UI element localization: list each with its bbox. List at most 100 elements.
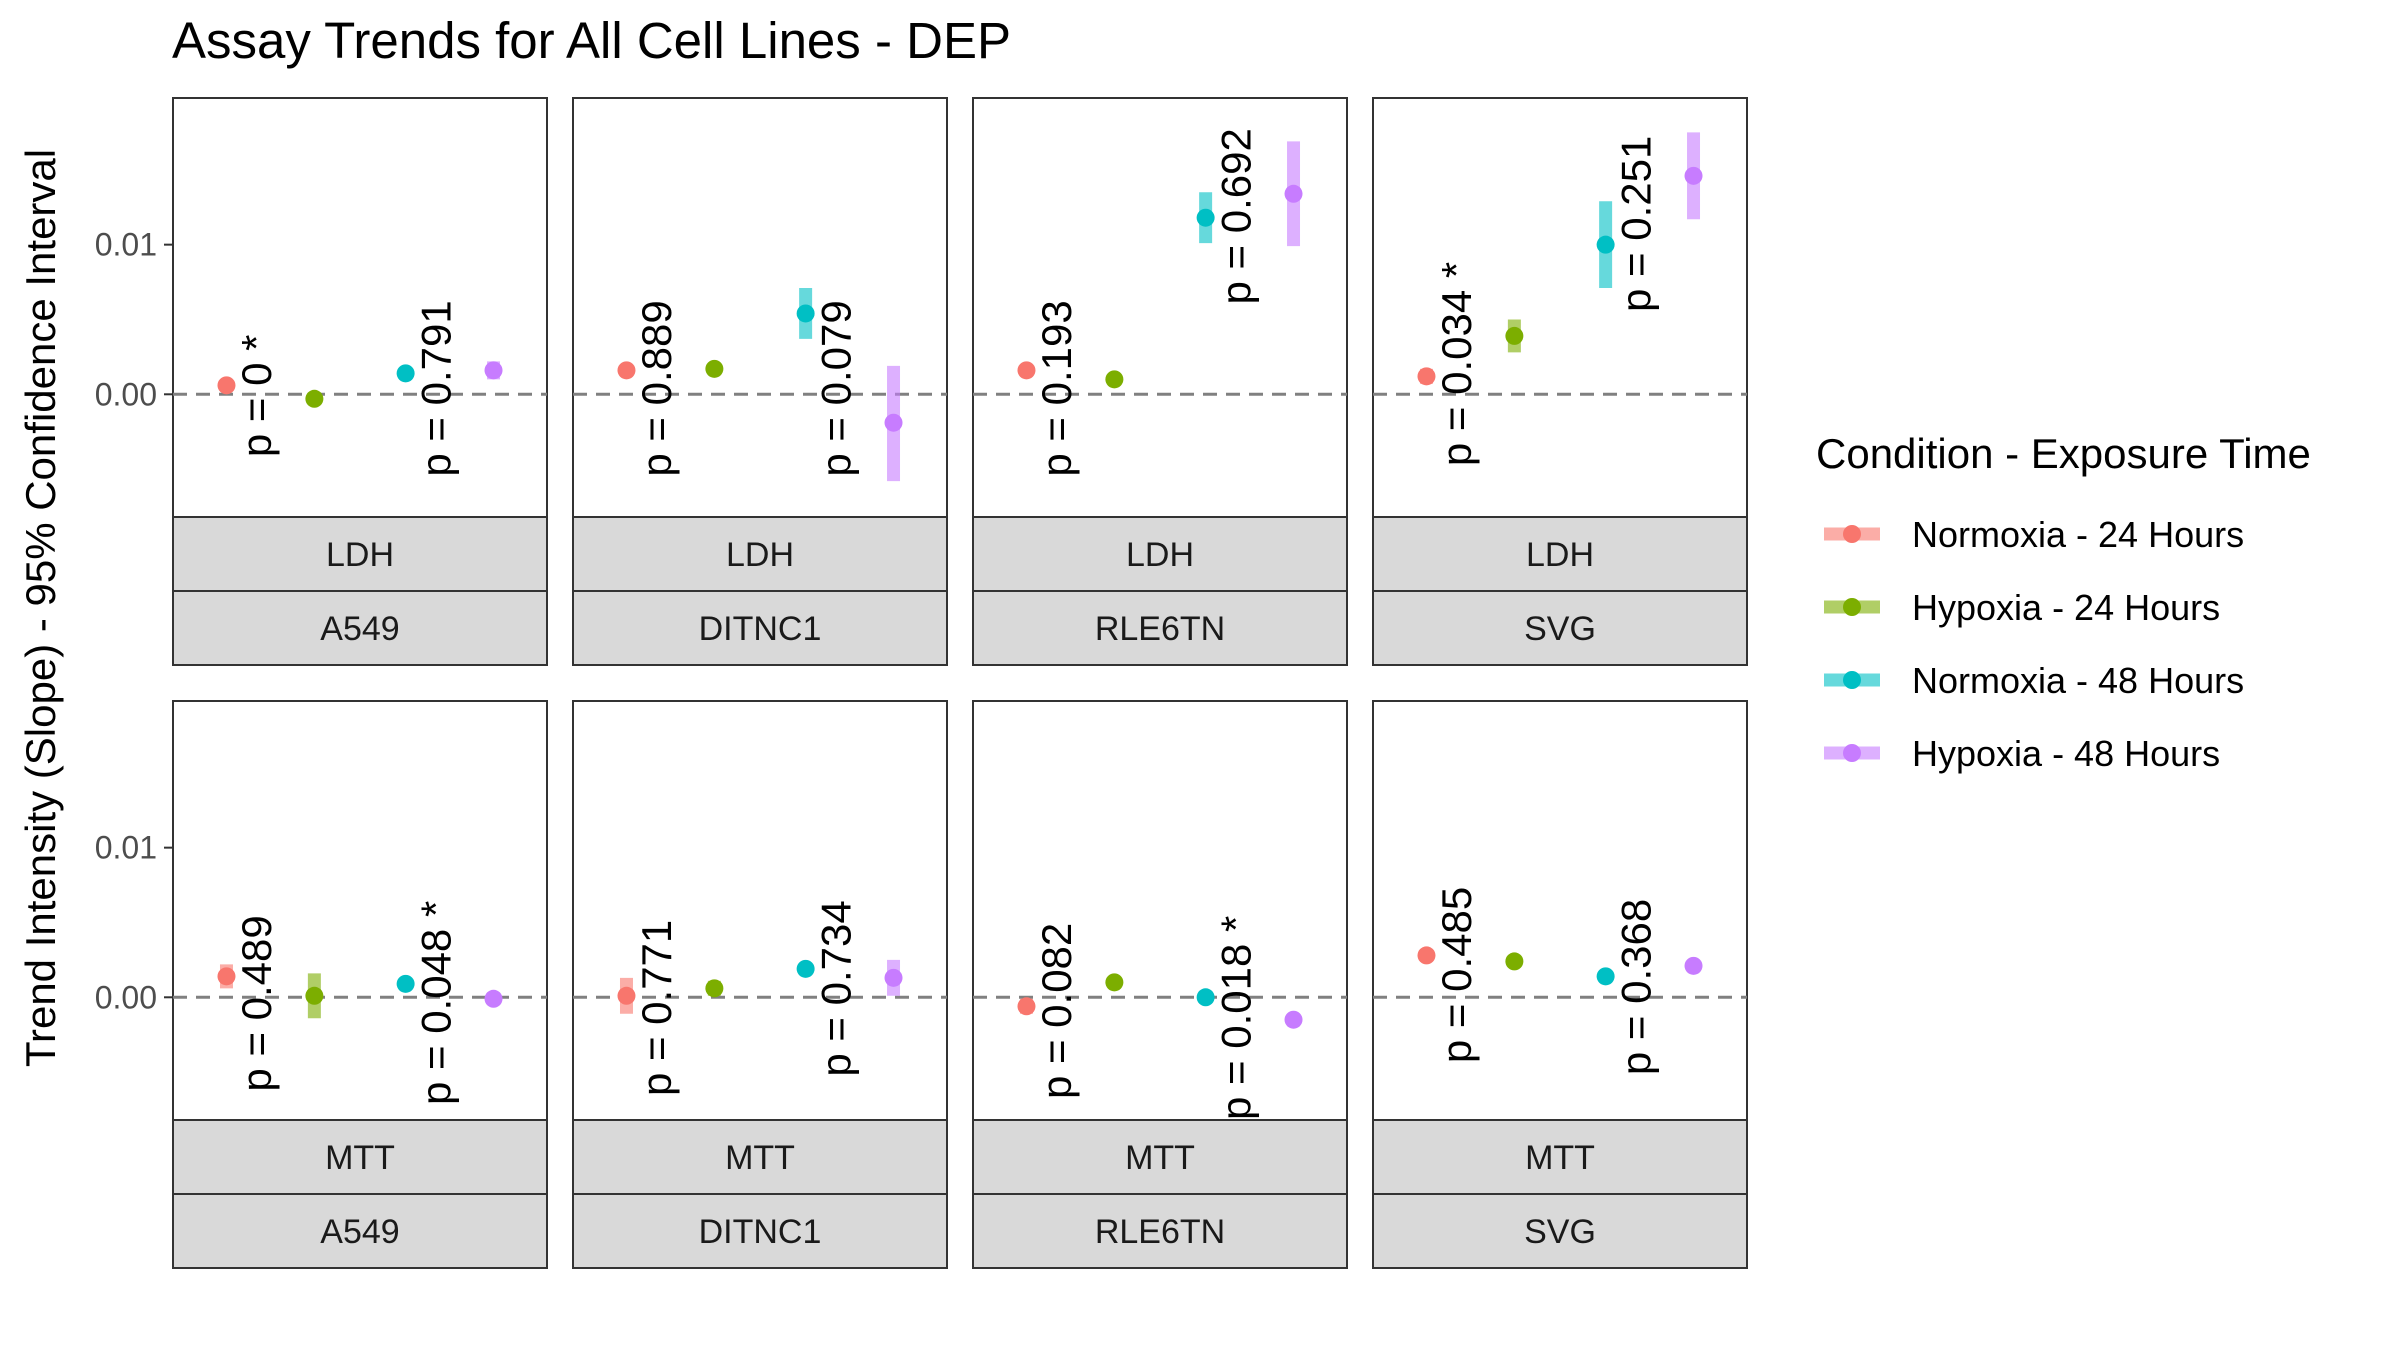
facet-panel: p = 0.489 p = 0.048 * MTT A549 0.00 0.01 [95, 700, 548, 1269]
strip-cell-line [172, 590, 548, 666]
strip-cell-line-label: RLE6TN [1095, 610, 1225, 648]
strip-cell-line-label: SVG [1524, 1213, 1596, 1251]
legend-key-point [1843, 671, 1861, 689]
facet-panel: p = 0.771 p = 0.734 MTT DITNC1 [572, 700, 948, 1269]
legend-item: Normoxia - 24 Hours [1824, 514, 2244, 555]
panel-plot-area: p = 0.771 p = 0.734 [573, 900, 947, 1096]
panel-background [172, 97, 548, 518]
data-point [305, 986, 324, 1005]
data-point [1105, 370, 1124, 389]
legend-items: Normoxia - 24 Hours Hypoxia - 24 Hours Nor… [1824, 514, 2244, 774]
panel-plot-area: p = 0.193 p = 0.692 [973, 128, 1347, 477]
strip-cell-line [972, 590, 1348, 666]
data-point [796, 959, 815, 978]
legend-item: Hypoxia - 24 Hours [1824, 587, 2220, 628]
data-point [1105, 973, 1124, 992]
data-point [1196, 988, 1215, 1007]
panel-background [572, 97, 948, 518]
legend-key-point [1843, 744, 1861, 762]
facet-panel: p = 0.889 p = 0.079 LDH DITNC1 [572, 97, 948, 666]
data-point [617, 986, 636, 1005]
data-point [705, 979, 724, 998]
legend-item-label: Hypoxia - 48 Hours [1912, 733, 2220, 774]
strip-assay [1372, 516, 1748, 592]
data-point [1417, 946, 1436, 965]
chart-title: Assay Trends for All Cell Lines - DEP [172, 12, 1011, 69]
panel-plot-area: p = 0.489 p = 0.048 * [173, 901, 547, 1105]
strip-assay-label: LDH [326, 536, 394, 574]
data-point [484, 361, 503, 380]
data-point [1017, 997, 1036, 1016]
strip-assay-label: MTT [1125, 1139, 1195, 1177]
data-point [1284, 1010, 1303, 1029]
p-value-label: p = 0.489 [233, 915, 280, 1091]
strip-assay [572, 516, 948, 592]
data-point [705, 359, 724, 378]
strip-cell-line [572, 590, 948, 666]
panel-plot-area: p = 0.485 p = 0.368 [1373, 887, 1747, 1075]
strip-cell-line [972, 1193, 1348, 1269]
p-value-label: p = 0.791 [413, 300, 460, 476]
facet-panel: p = 0.082 p = 0.018 * MTT RLE6TN [972, 700, 1348, 1269]
y-tick-label: 0.01 [95, 227, 157, 263]
strip-assay [972, 1119, 1348, 1195]
strip-cell-line [172, 1193, 548, 1269]
legend-item-label: Normoxia - 24 Hours [1912, 514, 2244, 555]
data-point [796, 304, 815, 323]
strip-assay-label: MTT [1525, 1139, 1595, 1177]
panel-plot-area: p = 0.082 p = 0.018 * [973, 916, 1347, 1120]
strip-cell-line-label: RLE6TN [1095, 1213, 1225, 1251]
data-point [1684, 166, 1703, 185]
y-tick-label: 0.01 [95, 830, 157, 866]
p-value-label: p = 0.193 [1033, 300, 1080, 476]
legend-key-point [1843, 525, 1861, 543]
legend-item-label: Hypoxia - 24 Hours [1912, 587, 2220, 628]
panel-background [972, 97, 1348, 518]
data-point [1417, 367, 1436, 386]
data-point [1505, 326, 1524, 345]
data-point [1284, 184, 1303, 203]
p-value-label: p = 0.082 [1033, 923, 1080, 1099]
strip-cell-line-label: A549 [320, 610, 399, 648]
panel-plot-area: p = 0 * p = 0.791 [173, 300, 547, 477]
y-axis-label: Trend Intensity (Slope) - 95% Confidence… [17, 149, 64, 1067]
p-value-label: p = 0.771 [633, 920, 680, 1096]
facet-panels: p = 0 * p = 0.791 LDH A549 0.00 0.01 p = 0.889… [95, 97, 1748, 1269]
panel-background [572, 700, 948, 1121]
p-value-label: p = 0.034 * [1433, 262, 1480, 466]
panel-background [1372, 700, 1748, 1121]
strip-cell-line-label: A549 [320, 1213, 399, 1251]
legend-title: Condition - Exposure Time [1816, 430, 2311, 477]
panel-background [172, 700, 548, 1121]
panel-background [972, 700, 1348, 1121]
facet-panel: p = 0.034 * p = 0.251 LDH SVG [1372, 97, 1748, 666]
strip-cell-line [1372, 1193, 1748, 1269]
data-point [396, 974, 415, 993]
strip-cell-line-label: DITNC1 [699, 1213, 822, 1251]
strip-cell-line-label: SVG [1524, 610, 1596, 648]
panel-background [1372, 97, 1748, 518]
strip-assay-label: MTT [325, 1139, 395, 1177]
facet-panel: p = 0.193 p = 0.692 LDH RLE6TN [972, 97, 1348, 666]
data-point [617, 361, 636, 380]
y-tick-label: 0.00 [95, 376, 157, 412]
data-point [884, 968, 903, 987]
strip-assay-label: LDH [1526, 536, 1594, 574]
p-value-label: p = 0.889 [633, 300, 680, 476]
p-value-label: p = 0.251 [1613, 136, 1660, 312]
strip-cell-line [1372, 590, 1748, 666]
legend-item: Hypoxia - 48 Hours [1824, 733, 2220, 774]
y-tick-label: 0.00 [95, 979, 157, 1015]
data-point [884, 413, 903, 432]
legend-item-label: Normoxia - 48 Hours [1912, 660, 2244, 701]
data-point [1596, 235, 1615, 254]
data-point [1196, 208, 1215, 227]
p-value-label: p = 0.048 * [413, 901, 460, 1105]
p-value-label: p = 0.485 [1433, 887, 1480, 1063]
data-point [1684, 956, 1703, 975]
strip-assay-label: LDH [1126, 536, 1194, 574]
data-point [1017, 361, 1036, 380]
strip-cell-line-label: DITNC1 [699, 610, 822, 648]
p-value-label: p = 0.079 [813, 300, 860, 476]
